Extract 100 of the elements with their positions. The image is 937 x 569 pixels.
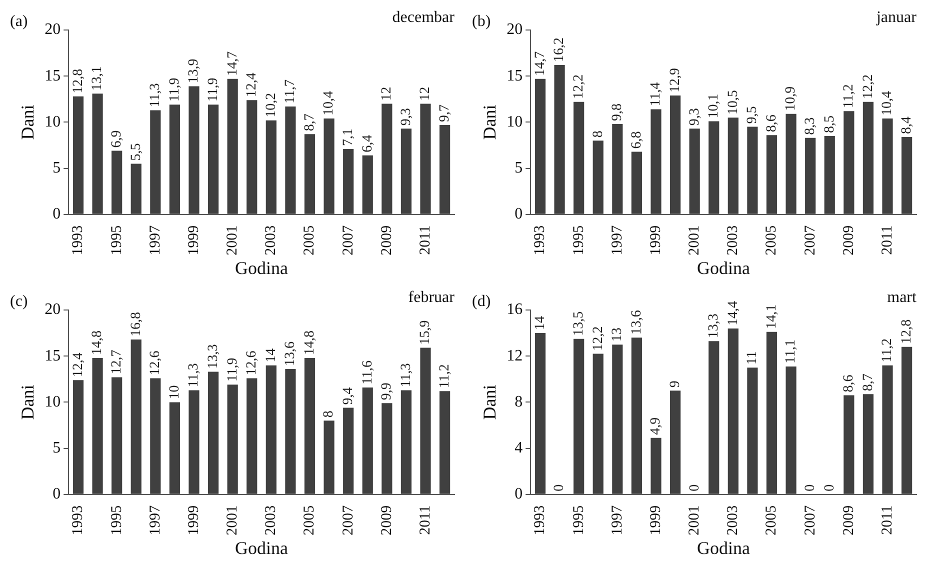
bar [188, 86, 200, 214]
x-tick-label: 1995 [570, 505, 587, 536]
data-label: 5,5 [128, 143, 144, 161]
bar [112, 150, 122, 214]
data-label: 8,3 [803, 117, 818, 135]
bar [766, 135, 778, 214]
data-label: 9,8 [610, 104, 626, 122]
x-tick-label: 1997 [609, 504, 626, 536]
bar [246, 378, 258, 494]
bar [670, 390, 681, 494]
y-tick-label: 15 [506, 67, 523, 84]
x-tick-label: 2005 [302, 505, 318, 536]
data-label: 11,2 [880, 338, 896, 362]
data-label: 11,9 [225, 358, 240, 382]
y-tick-label: 12 [506, 347, 523, 364]
bar [612, 344, 623, 494]
x-tick-label: 1995 [108, 505, 125, 536]
x-axis-title: Godina [235, 258, 288, 278]
x-tick-label: 2001 [686, 505, 703, 536]
bar [188, 390, 200, 494]
bar [631, 152, 642, 214]
data-label: 13,3 [706, 314, 722, 338]
bar [592, 140, 604, 214]
data-label: 11,3 [186, 363, 202, 388]
bar [708, 121, 720, 214]
bar [227, 384, 238, 494]
bar [150, 110, 161, 214]
bar [534, 333, 546, 494]
y-tick-label: 0 [514, 486, 523, 503]
bar [400, 390, 412, 494]
data-label: 9,3 [687, 108, 702, 126]
x-tick-label: 1995 [108, 225, 125, 256]
bar [343, 148, 354, 214]
bar [324, 118, 334, 214]
x-tick-label: 2005 [764, 505, 780, 536]
x-tick-label: 2011 [417, 225, 434, 255]
data-label: 13,6 [283, 342, 298, 366]
data-label: 14,8 [90, 330, 106, 355]
data-label: 11,4 [648, 82, 664, 106]
x-tick-label: 1999 [186, 225, 202, 256]
x-tick-label: 2003 [725, 505, 742, 536]
data-label: 12,2 [590, 326, 606, 351]
x-tick-label: 2001 [224, 505, 241, 536]
chart-title: februar [408, 289, 456, 306]
bar [304, 134, 316, 214]
y-tick-label: 5 [52, 440, 61, 457]
bar [420, 348, 431, 494]
x-tick-label: 2003 [725, 225, 742, 256]
y-axis-title: Dani [18, 384, 38, 420]
data-label: 9,7 [437, 104, 452, 122]
bar [324, 420, 334, 494]
data-label: 6,8 [629, 131, 644, 149]
bar [824, 136, 835, 214]
y-tick-label: 10 [44, 113, 61, 130]
data-label: 8,7 [302, 114, 318, 132]
data-label: 12,2 [572, 74, 587, 99]
bar [574, 338, 584, 494]
bar [169, 104, 180, 214]
y-tick-label: 16 [506, 301, 523, 318]
bar [747, 368, 758, 494]
y-tick-label: 10 [506, 113, 523, 130]
bar [901, 136, 912, 214]
x-tick-label: 1999 [648, 225, 664, 256]
bar [747, 126, 758, 214]
bar [227, 78, 238, 214]
bar [150, 378, 161, 494]
bar [689, 128, 700, 214]
bar [439, 391, 450, 494]
bar [670, 95, 681, 214]
x-tick-label: 1993 [70, 505, 86, 536]
data-label: 9,4 [341, 387, 356, 405]
text: (d) [472, 293, 491, 310]
bar [304, 358, 316, 494]
x-tick-label: 2007 [340, 224, 356, 256]
bar [72, 96, 84, 214]
bar [382, 403, 392, 494]
bar [786, 114, 796, 214]
x-tick-label: 1999 [186, 505, 202, 536]
data-label: 8 [590, 130, 606, 138]
bar [92, 358, 103, 494]
data-label: 13,3 [206, 344, 221, 369]
x-axis-title: Godina [697, 258, 750, 278]
data-label: 14,7 [532, 51, 548, 76]
data-label: 12,7 [110, 350, 125, 374]
data-label: 9,9 [380, 382, 395, 400]
x-tick-label: 2005 [764, 225, 780, 256]
x-tick-label: 1997 [147, 504, 164, 536]
data-label: 11,3 [148, 83, 164, 108]
y-tick-label: 15 [44, 347, 61, 364]
bar [786, 366, 796, 494]
x-tick-label: 1993 [532, 225, 548, 256]
bar [650, 438, 662, 494]
data-label: 10,4 [322, 91, 337, 116]
data-label: 11,3 [398, 363, 414, 388]
bar [862, 394, 874, 494]
data-label: 12,8 [70, 68, 86, 94]
bar [882, 365, 893, 494]
data-label: 8,6 [842, 374, 857, 392]
x-tick-label: 1995 [570, 225, 587, 256]
bar [112, 377, 122, 494]
